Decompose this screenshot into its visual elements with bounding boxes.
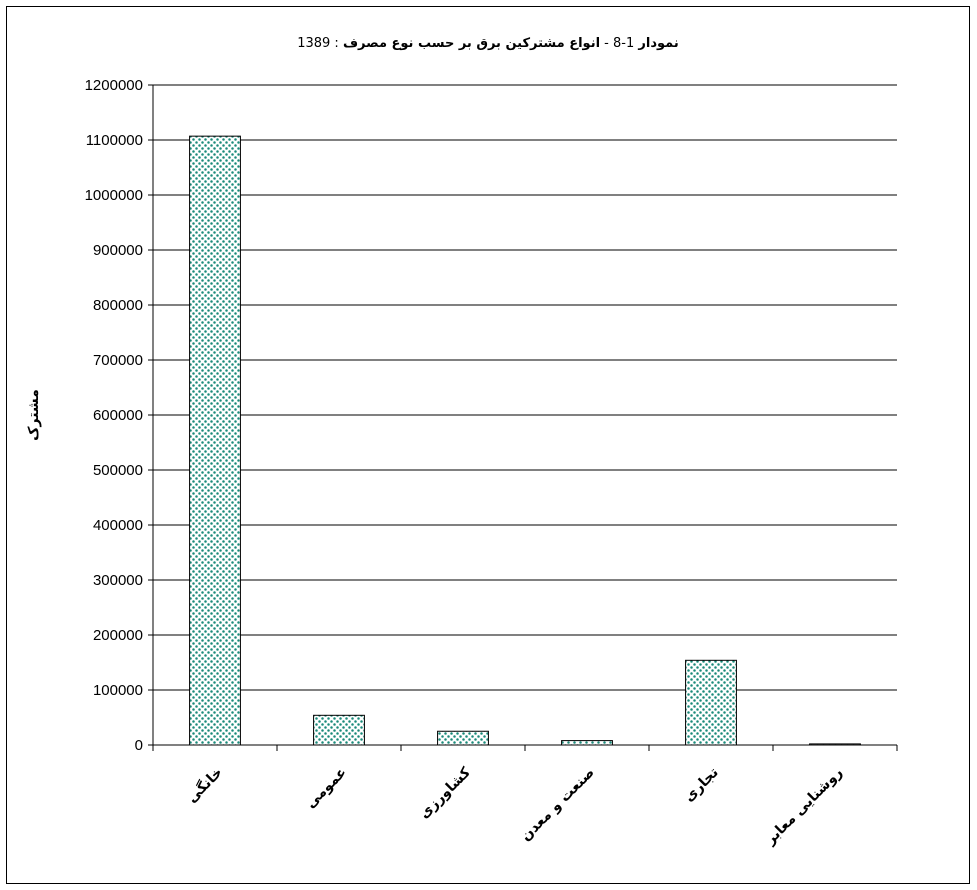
y-tick-labels: 0 100000 200000 300000 400000 500000 600000 700… (85, 77, 143, 754)
y-tick-label: 600000 (93, 407, 143, 424)
bar (189, 135, 241, 746)
y-tick-label: 700000 (93, 352, 143, 369)
x-tick-label: روشنایی معابر (762, 765, 846, 849)
title-main: انواع مشترکین برق بر حسب نوع مصرف (343, 36, 600, 51)
x-tick-label: خانگی (183, 764, 225, 806)
x-tick-label: صنعت و معدن (518, 765, 598, 845)
y-tick-label: 1000000 (85, 187, 143, 204)
y-tick-label: 800000 (93, 297, 143, 314)
x-tick-label: تجاری (681, 765, 722, 806)
gridlines (153, 84, 897, 691)
y-tick-label: 100000 (93, 682, 143, 699)
bars (189, 135, 861, 746)
bar (313, 714, 365, 746)
y-tick-label: 1100000 (86, 132, 143, 149)
title-number: 1-8 - (600, 36, 638, 51)
chart-title: نمودار 1-8 - انواع مشترکین برق بر حسب نو… (297, 36, 679, 51)
bar (437, 730, 489, 746)
y-tick-label: 400000 (93, 517, 143, 534)
bar (685, 659, 737, 746)
y-tick-label: 300000 (93, 572, 143, 589)
title-suffix: : 1389 (297, 36, 343, 51)
x-tick-label: عمومی (303, 765, 350, 812)
y-tick-label: 1200000 (85, 77, 143, 94)
y-tick-label: 0 (135, 737, 143, 754)
y-tick-label: 900000 (93, 242, 143, 259)
axes (148, 84, 898, 751)
title-prefix: نمودار (637, 36, 678, 51)
x-tick-labels: خانگی عمومی کشاورزی صنعت و معدن تجاری روشنایی… (183, 764, 845, 849)
y-axis-label: مشترک (26, 389, 42, 441)
bar (561, 740, 613, 746)
y-tick-label: 200000 (93, 627, 143, 644)
x-tick-label: کشاورزی (416, 764, 474, 822)
y-tick-label: 500000 (93, 462, 143, 479)
